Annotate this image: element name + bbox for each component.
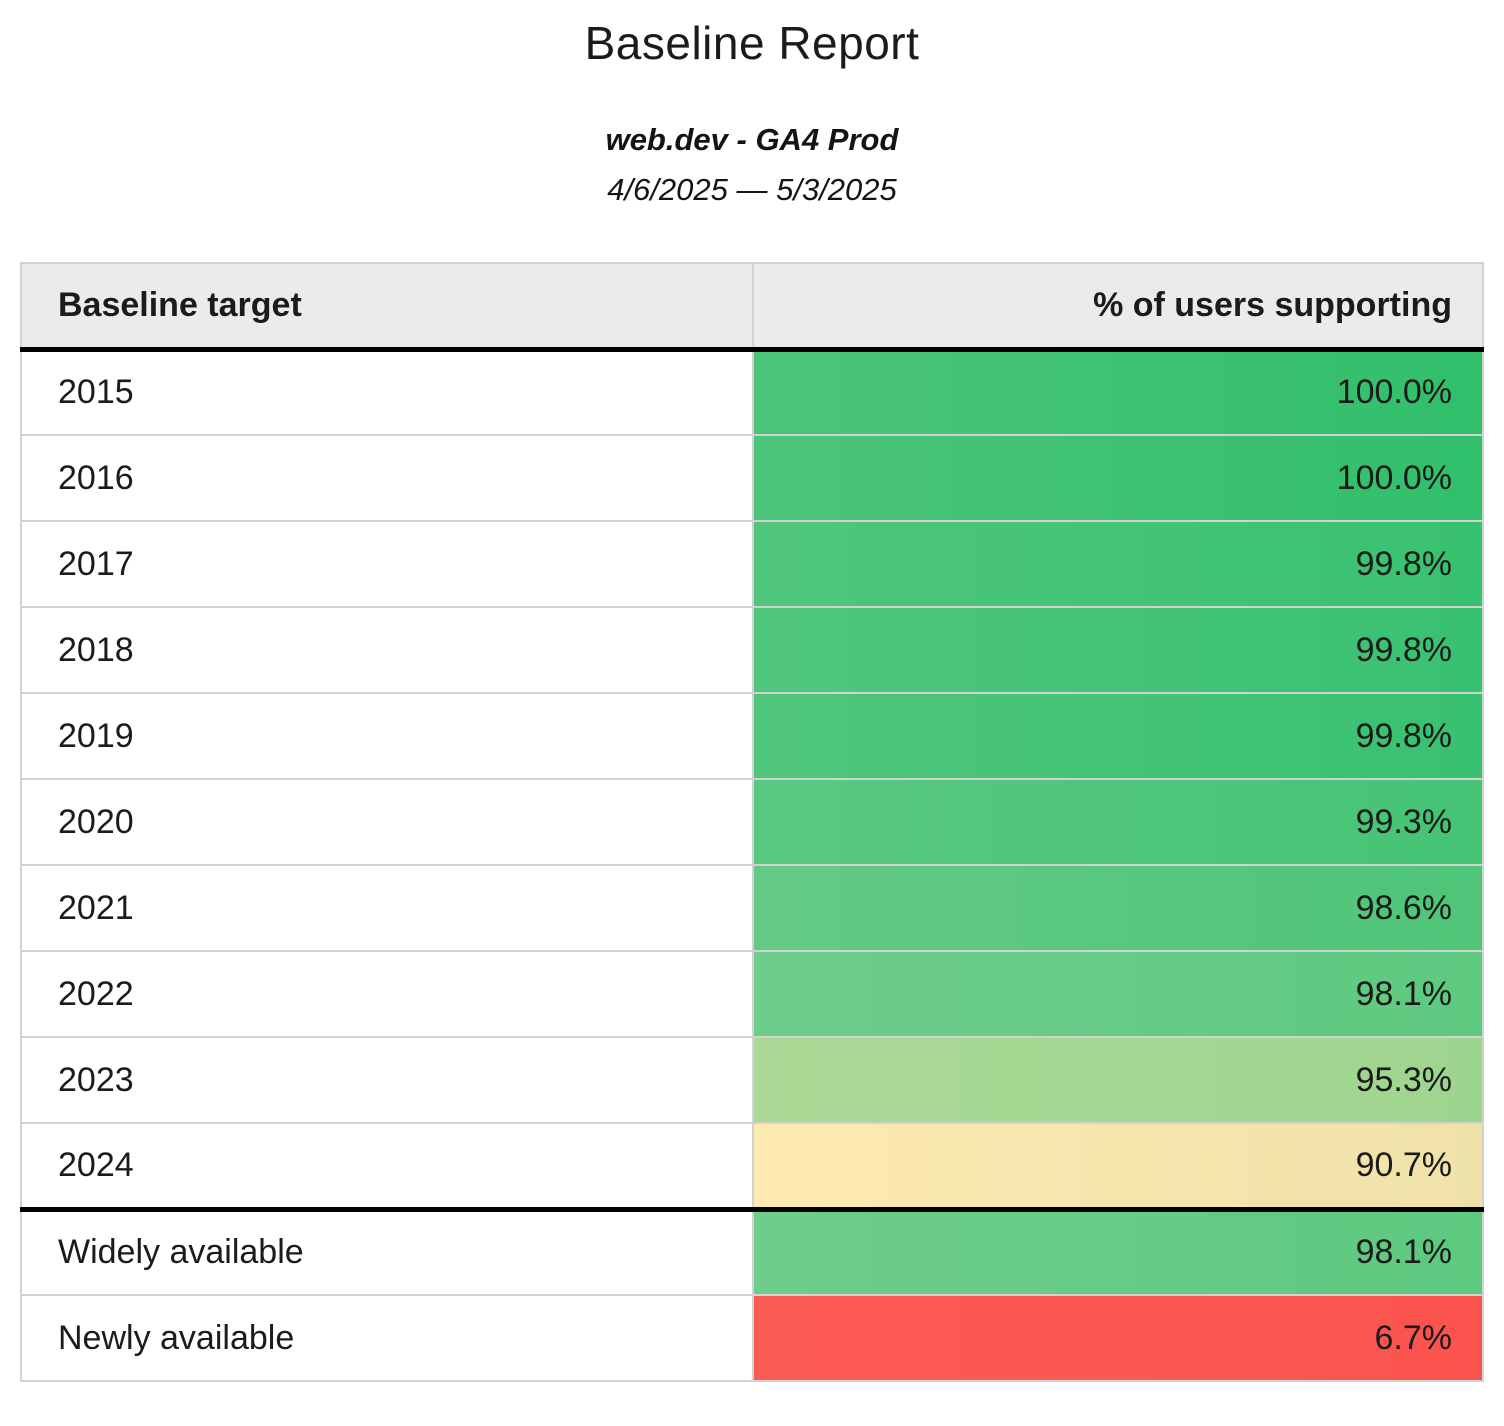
report-subtitle: web.dev - GA4 Prod: [605, 122, 899, 157]
row-value: 6.7%: [752, 1294, 1484, 1382]
report-header: Baseline Report web.dev - GA4 Prod 4/6/2…: [0, 0, 1504, 208]
row-label: 2018: [20, 606, 754, 694]
report-date-range: 4/6/2025 — 5/3/2025: [607, 172, 897, 207]
column-header-users-supporting: % of users supporting: [752, 262, 1484, 352]
row-value: 100.0%: [752, 434, 1484, 522]
table-row: 2017 99.8%: [20, 520, 1484, 608]
row-value: 99.3%: [752, 778, 1484, 866]
row-label: 2020: [20, 778, 754, 866]
table-row: 2021 98.6%: [20, 864, 1484, 952]
table-row: 2020 99.3%: [20, 778, 1484, 866]
table-row: 2016 100.0%: [20, 434, 1484, 522]
table-row: 2019 99.8%: [20, 692, 1484, 780]
page-title: Baseline Report: [584, 17, 920, 69]
row-value: 99.8%: [752, 606, 1484, 694]
row-label: Widely available: [20, 1206, 754, 1296]
row-value: 98.1%: [752, 1206, 1484, 1296]
row-label: 2016: [20, 434, 754, 522]
row-value: 98.6%: [752, 864, 1484, 952]
row-label: Newly available: [20, 1294, 754, 1382]
row-label: 2024: [20, 1122, 754, 1210]
table-row: 2023 95.3%: [20, 1036, 1484, 1124]
table-row: Newly available 6.7%: [20, 1294, 1484, 1382]
row-value: 95.3%: [752, 1036, 1484, 1124]
table-body: 2015 100.0% 2016 100.0% 2017 99.8% 2018 …: [20, 348, 1484, 1382]
row-value: 100.0%: [752, 348, 1484, 436]
table-row: 2024 90.7%: [20, 1122, 1484, 1210]
row-value: 99.8%: [752, 520, 1484, 608]
row-value: 90.7%: [752, 1122, 1484, 1210]
table-row: 2018 99.8%: [20, 606, 1484, 694]
row-label: 2017: [20, 520, 754, 608]
baseline-table: Baseline target % of users supporting 20…: [20, 262, 1484, 1382]
column-header-baseline-target: Baseline target: [20, 262, 754, 352]
row-label: 2015: [20, 348, 754, 436]
table-row: 2022 98.1%: [20, 950, 1484, 1038]
row-value: 99.8%: [752, 692, 1484, 780]
row-label: 2022: [20, 950, 754, 1038]
table-row: Widely available 98.1%: [20, 1206, 1484, 1296]
row-value: 98.1%: [752, 950, 1484, 1038]
row-label: 2021: [20, 864, 754, 952]
row-label: 2019: [20, 692, 754, 780]
table-row: 2015 100.0%: [20, 348, 1484, 436]
row-label: 2023: [20, 1036, 754, 1124]
table-header-row: Baseline target % of users supporting: [20, 262, 1484, 352]
